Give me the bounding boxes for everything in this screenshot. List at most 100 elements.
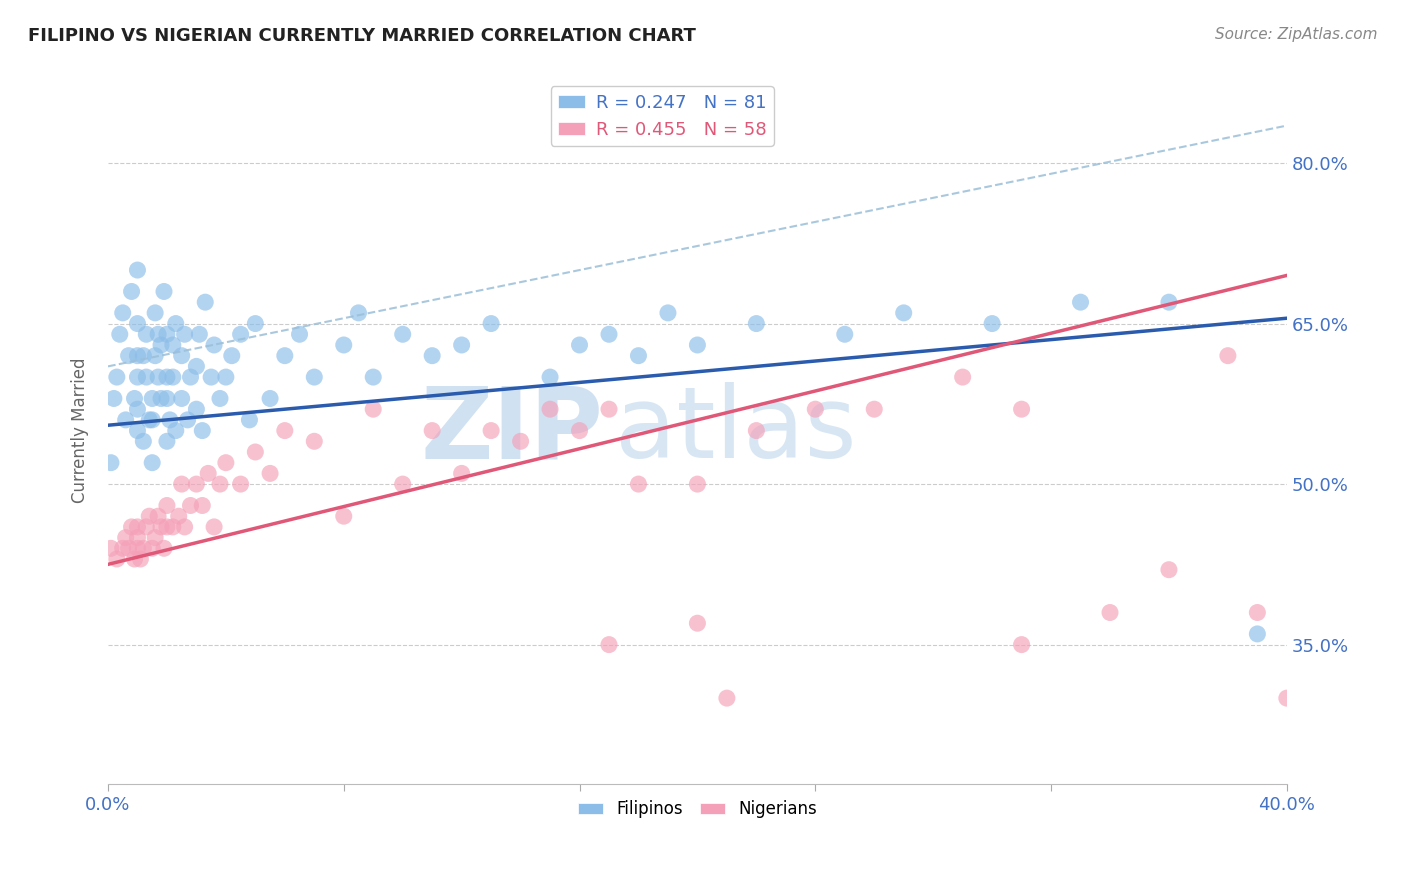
Point xyxy=(124,392,146,406)
Point xyxy=(150,520,173,534)
Point xyxy=(288,327,311,342)
Point xyxy=(127,317,149,331)
Point xyxy=(332,509,354,524)
Point xyxy=(274,424,297,438)
Point xyxy=(952,370,974,384)
Text: FILIPINO VS NIGERIAN CURRENTLY MARRIED CORRELATION CHART: FILIPINO VS NIGERIAN CURRENTLY MARRIED C… xyxy=(28,27,696,45)
Y-axis label: Currently Married: Currently Married xyxy=(72,358,89,503)
Point xyxy=(173,327,195,342)
Point xyxy=(450,338,472,352)
Point xyxy=(103,392,125,406)
Point xyxy=(127,541,149,556)
Point xyxy=(361,402,384,417)
Point xyxy=(165,424,187,438)
Point xyxy=(127,370,149,384)
Point xyxy=(1246,606,1268,620)
Point xyxy=(191,499,214,513)
Point xyxy=(420,349,443,363)
Point xyxy=(153,285,176,299)
Point xyxy=(215,456,238,470)
Point xyxy=(156,434,179,449)
Point xyxy=(229,327,252,342)
Point xyxy=(361,370,384,384)
Point xyxy=(686,338,709,352)
Point xyxy=(159,413,181,427)
Point xyxy=(146,509,169,524)
Point xyxy=(1157,295,1180,310)
Legend: Filipinos, Nigerians: Filipinos, Nigerians xyxy=(571,794,824,825)
Point xyxy=(105,552,128,566)
Point xyxy=(200,370,222,384)
Point xyxy=(141,456,163,470)
Point xyxy=(105,370,128,384)
Point xyxy=(111,541,134,556)
Point xyxy=(745,317,768,331)
Point xyxy=(834,327,856,342)
Point xyxy=(170,392,193,406)
Point xyxy=(176,413,198,427)
Point xyxy=(135,520,157,534)
Point xyxy=(538,370,561,384)
Text: ZIP: ZIP xyxy=(420,382,603,479)
Point xyxy=(479,424,502,438)
Point xyxy=(1246,627,1268,641)
Point xyxy=(165,317,187,331)
Point xyxy=(304,434,326,449)
Point xyxy=(156,520,179,534)
Point xyxy=(132,434,155,449)
Point xyxy=(598,638,620,652)
Point xyxy=(420,424,443,438)
Point xyxy=(686,477,709,491)
Point xyxy=(509,434,531,449)
Point xyxy=(238,413,260,427)
Point xyxy=(150,338,173,352)
Point xyxy=(129,552,152,566)
Point xyxy=(143,531,166,545)
Text: Source: ZipAtlas.com: Source: ZipAtlas.com xyxy=(1215,27,1378,42)
Point xyxy=(202,520,225,534)
Point xyxy=(156,392,179,406)
Point xyxy=(156,370,179,384)
Point xyxy=(1011,402,1033,417)
Point xyxy=(114,413,136,427)
Point xyxy=(108,327,131,342)
Point xyxy=(391,477,413,491)
Point xyxy=(121,285,143,299)
Point xyxy=(981,317,1004,331)
Point xyxy=(170,477,193,491)
Point xyxy=(179,370,201,384)
Point xyxy=(186,477,208,491)
Point xyxy=(117,541,139,556)
Text: atlas: atlas xyxy=(614,382,856,479)
Point xyxy=(479,317,502,331)
Point xyxy=(191,424,214,438)
Point xyxy=(538,402,561,417)
Point xyxy=(1216,349,1239,363)
Point xyxy=(863,402,886,417)
Point xyxy=(127,424,149,438)
Point xyxy=(202,338,225,352)
Point xyxy=(686,616,709,631)
Point xyxy=(245,317,267,331)
Point xyxy=(208,392,231,406)
Point xyxy=(229,477,252,491)
Point xyxy=(1157,563,1180,577)
Point xyxy=(194,295,217,310)
Point xyxy=(1098,606,1121,620)
Point xyxy=(114,531,136,545)
Point xyxy=(304,370,326,384)
Point xyxy=(179,499,201,513)
Point xyxy=(121,520,143,534)
Point xyxy=(568,424,591,438)
Point xyxy=(100,541,122,556)
Point xyxy=(627,349,650,363)
Point xyxy=(274,349,297,363)
Point xyxy=(259,467,281,481)
Point xyxy=(450,467,472,481)
Point xyxy=(138,413,160,427)
Point xyxy=(117,349,139,363)
Point xyxy=(1070,295,1092,310)
Point xyxy=(156,499,179,513)
Point xyxy=(127,263,149,277)
Point xyxy=(127,349,149,363)
